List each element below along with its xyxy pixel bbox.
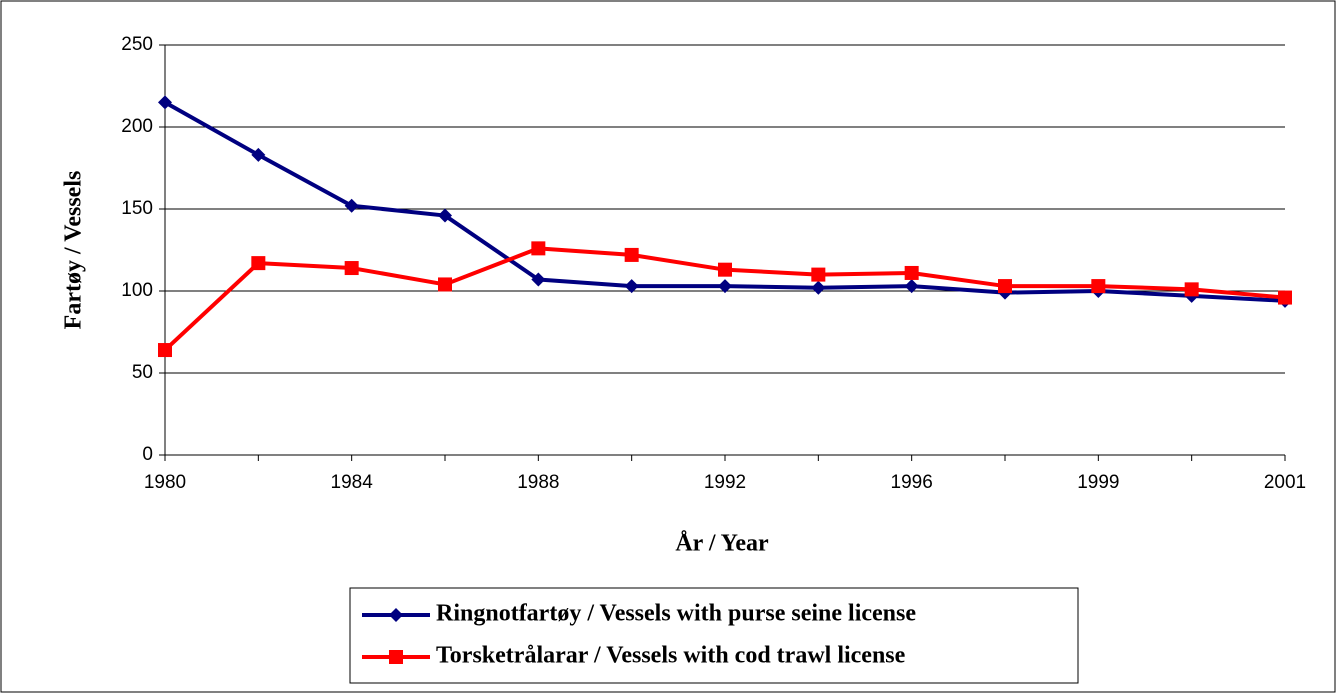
y-tick-label: 0 [142, 444, 153, 465]
data-point [1184, 282, 1199, 297]
y-tick-label: 200 [121, 116, 153, 137]
x-tick-label: 1996 [891, 472, 933, 493]
data-point [1278, 290, 1292, 305]
data-point [904, 265, 919, 280]
y-tick-label: 50 [132, 362, 153, 383]
data-point [1091, 279, 1106, 294]
data-point [998, 279, 1012, 294]
data-point [344, 261, 359, 276]
x-tick-label: 1980 [144, 472, 186, 493]
legend-label: Ringnotfartøy / Vessels with purse seine… [436, 601, 916, 627]
data-point [344, 198, 359, 213]
data-point [438, 277, 452, 292]
data-point [158, 343, 172, 358]
data-point [624, 279, 639, 294]
data-point [718, 262, 732, 277]
x-tick-label: 1999 [1077, 472, 1119, 493]
y-tick-label: 150 [121, 198, 153, 219]
data-point [811, 280, 826, 295]
y-tick-label: 100 [121, 280, 153, 301]
x-axis-label: År / Year [675, 531, 769, 557]
x-tick-label: 1988 [517, 472, 559, 493]
data-point [251, 256, 266, 271]
legend-marker [389, 608, 403, 622]
data-point [531, 241, 546, 256]
data-point [158, 95, 172, 110]
data-point [531, 272, 546, 287]
x-tick-label: 1992 [704, 472, 746, 493]
legend-marker [389, 650, 403, 664]
y-tick-label: 250 [121, 34, 153, 55]
x-tick-label: 2001 [1264, 472, 1306, 493]
data-point [438, 208, 452, 223]
data-point [811, 267, 826, 282]
data-point [718, 279, 732, 294]
y-axis-label: Fartøy / Vessels [61, 171, 87, 330]
legend-label: Torsketrålarar / Vessels with cod trawl … [436, 643, 906, 669]
legend-box [349, 587, 1079, 684]
data-point [251, 147, 266, 162]
data-point [624, 247, 639, 262]
x-tick-label: 1984 [331, 472, 374, 493]
data-point [904, 279, 919, 294]
